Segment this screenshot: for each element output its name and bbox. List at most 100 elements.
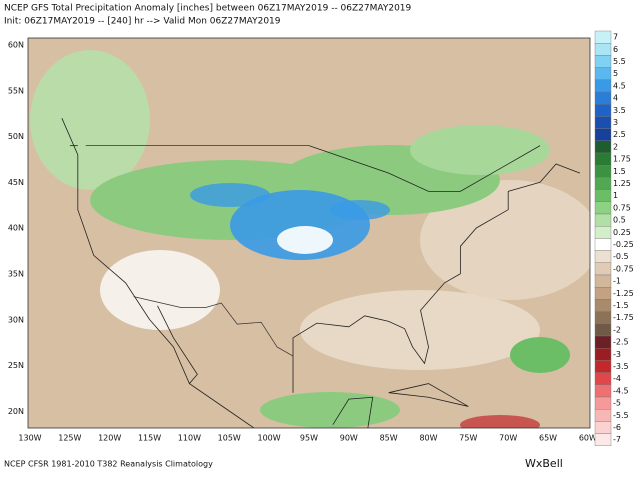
colorbar-label: -1.5 xyxy=(613,301,629,310)
lon-label: 125W xyxy=(58,434,81,443)
colorbar-swatch xyxy=(594,43,612,56)
colorbar-label: 2.5 xyxy=(613,130,626,139)
colorbar-label: 1.75 xyxy=(613,155,631,164)
colorbar-label: -2 xyxy=(613,325,621,334)
colorbar-label: 1 xyxy=(613,191,618,200)
colorbar-label: -5 xyxy=(613,399,621,408)
colorbar-label: 7 xyxy=(613,33,618,42)
lat-label: 55N xyxy=(8,86,24,95)
colorbar-swatch xyxy=(594,335,612,349)
colorbar-label: -2.5 xyxy=(613,338,629,347)
colorbar-swatch xyxy=(594,311,612,325)
coastline xyxy=(332,396,374,428)
colorbar-label: 6 xyxy=(613,45,618,54)
colorbar-swatch xyxy=(594,348,612,361)
anomaly-field xyxy=(510,337,570,373)
anomaly-field xyxy=(30,50,150,190)
coastline xyxy=(292,163,581,393)
colorbar-label: 1.5 xyxy=(613,167,626,176)
lat-label: 30N xyxy=(8,315,24,324)
anomaly-field xyxy=(190,183,270,207)
colorbar-swatch xyxy=(594,299,612,312)
lon-label: 105W xyxy=(218,434,241,443)
colorbar-label: 4 xyxy=(613,94,618,103)
colorbar-label: -6 xyxy=(613,423,621,432)
colorbar-label: -0.75 xyxy=(613,264,634,273)
lon-label: 115W xyxy=(138,434,161,443)
lon-label: 70W xyxy=(499,434,517,443)
colorbar-swatch xyxy=(594,91,612,105)
map-subtitle: Init: 06Z17MAY2019 -- [240] hr --> Valid… xyxy=(4,17,281,27)
colorbar-label: -4.5 xyxy=(613,386,629,395)
colorbar-swatch xyxy=(594,421,612,434)
colorbar-swatch xyxy=(594,116,612,129)
colorbar-swatch xyxy=(594,360,612,373)
colorbar-swatch xyxy=(594,79,612,93)
anomaly-field xyxy=(460,415,540,428)
colorbar-label: -4 xyxy=(613,374,621,383)
colorbar-swatch xyxy=(594,372,612,386)
colorbar-label: -0.25 xyxy=(613,240,634,249)
colorbar-label: 5.5 xyxy=(613,57,626,66)
colorbar-swatch xyxy=(594,396,612,410)
colorbar-swatch xyxy=(594,152,612,166)
colorbar-label: 3 xyxy=(613,118,618,127)
colorbar-swatch xyxy=(594,262,612,276)
colorbar-swatch xyxy=(594,274,612,288)
anomaly-field xyxy=(300,290,540,370)
coastline xyxy=(388,383,469,407)
coastline xyxy=(61,118,255,428)
colorbar-label: 4.5 xyxy=(613,81,626,90)
colorbar-label: 5 xyxy=(613,69,618,78)
colorbar-swatch xyxy=(594,164,612,178)
colorbar-swatch xyxy=(594,201,612,215)
lon-label: 95W xyxy=(300,434,318,443)
map-area xyxy=(27,37,591,429)
colorbar-label: 0.75 xyxy=(613,203,631,212)
lat-label: 60N xyxy=(8,41,24,50)
colorbar-swatch xyxy=(594,67,612,80)
colorbar-label: 3.5 xyxy=(613,106,626,115)
colorbar-label: 2 xyxy=(613,142,618,151)
lat-label: 50N xyxy=(8,132,24,141)
lon-label: 75W xyxy=(459,434,477,443)
colorbar-swatch xyxy=(594,384,612,398)
lon-label: 85W xyxy=(380,434,398,443)
lon-label: 130W xyxy=(18,434,41,443)
colorbar-label: -1.75 xyxy=(613,313,634,322)
anomaly-field xyxy=(260,392,400,428)
colorbar-swatch xyxy=(594,30,612,44)
lat-label: 35N xyxy=(8,270,24,279)
colorbar-swatch xyxy=(594,103,612,117)
lon-label: 60W xyxy=(579,434,597,443)
colorbar-swatch xyxy=(594,225,612,239)
lat-label: 40N xyxy=(8,224,24,233)
lon-label: 80W xyxy=(419,434,437,443)
colorbar-label: -5.5 xyxy=(613,411,629,420)
colorbar-swatch xyxy=(594,323,612,337)
lon-label: 120W xyxy=(98,434,121,443)
colorbar-swatch xyxy=(594,287,612,300)
colorbar-label: -1 xyxy=(613,277,621,286)
lat-label: 45N xyxy=(8,178,24,187)
colorbar-label: -1.25 xyxy=(613,289,634,298)
colorbar-swatch xyxy=(594,177,612,190)
lat-label: 20N xyxy=(8,407,24,416)
colorbar-label: -3 xyxy=(613,350,621,359)
lon-label: 100W xyxy=(258,434,281,443)
colorbar-swatch xyxy=(594,128,612,142)
colorbar-swatch xyxy=(594,55,612,68)
anomaly-field xyxy=(410,125,550,175)
map-title: NCEP GFS Total Precipitation Anomaly [in… xyxy=(4,4,412,14)
colorbar-label: 1.25 xyxy=(613,179,631,188)
footer-note: NCEP CFSR 1981-2010 T382 Reanalysis Clim… xyxy=(4,460,213,469)
colorbar-label: -3.5 xyxy=(613,362,629,371)
colorbar-swatch xyxy=(594,213,612,227)
border xyxy=(133,296,294,357)
coastline xyxy=(308,145,541,192)
colorbar-label: -0.5 xyxy=(613,252,629,261)
colorbar-swatch xyxy=(594,189,612,203)
lon-label: 90W xyxy=(340,434,358,443)
logo: WxBell xyxy=(525,457,563,470)
